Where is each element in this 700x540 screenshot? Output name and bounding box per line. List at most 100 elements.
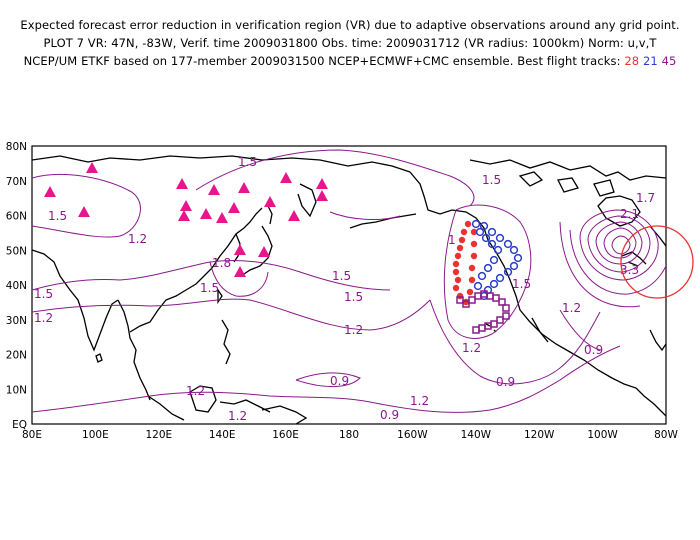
track-point	[462, 300, 470, 308]
track-point	[471, 219, 481, 229]
longitude-label: 140W	[461, 429, 492, 441]
track-point	[475, 227, 485, 237]
track-point	[468, 296, 476, 304]
hudson-bay-coast	[597, 195, 641, 227]
track-point	[468, 264, 476, 272]
track-point	[481, 233, 491, 243]
contour-label: 0.9	[584, 343, 603, 357]
track-point	[492, 294, 500, 302]
contour-label: 0.9	[330, 374, 349, 388]
track-point	[509, 245, 519, 255]
contour-label: 1.2	[128, 232, 147, 246]
flight-track-purple	[456, 290, 510, 334]
track-point	[460, 228, 468, 236]
track-point	[470, 252, 478, 260]
track-point	[466, 288, 474, 296]
track-point	[489, 255, 499, 265]
track-point	[472, 326, 480, 334]
track-point	[493, 245, 503, 255]
track-point	[470, 228, 478, 236]
track-point	[477, 271, 487, 281]
contour-1.5-pacific	[443, 204, 532, 339]
track-point	[495, 273, 505, 283]
contour-label: 1	[448, 233, 456, 247]
arctic-islands	[518, 171, 615, 197]
contour-label: 0.9	[496, 375, 515, 389]
track-point	[468, 276, 476, 284]
target-triangle	[208, 184, 220, 195]
indonesia-coast	[147, 385, 271, 421]
target-triangle	[86, 162, 98, 173]
latitude-label: 60N	[6, 211, 27, 223]
target-triangle	[316, 190, 328, 201]
contour-label: 1.2	[562, 301, 581, 315]
track-label-blue: 21	[642, 54, 658, 68]
track-point	[462, 298, 470, 306]
latitude-label: EQ	[12, 419, 27, 431]
contour-label: 1.2	[186, 384, 205, 398]
target-triangle	[316, 178, 328, 189]
contour-value-labels: 1.5 1.5 1.5 1.5 1.2 1.8 1.5 1.5 1.2 1.2 …	[34, 155, 655, 423]
sri-lanka-coast	[95, 353, 103, 363]
contour-ring-1	[579, 209, 659, 281]
contour-ring-4	[603, 227, 637, 259]
contour-label: 0.9	[380, 408, 399, 422]
track-point	[487, 227, 497, 237]
latitude-label: 80N	[6, 141, 27, 153]
contour-lines	[32, 149, 666, 413]
kamchatka-coast	[297, 183, 317, 218]
longitude-label: 80E	[22, 429, 42, 441]
track-point	[464, 220, 472, 228]
track-point	[513, 253, 523, 263]
contour-label: 1.5	[34, 287, 53, 301]
latitude-label: 10N	[6, 384, 27, 396]
latitude-label: 70N	[6, 176, 27, 188]
contour-label: 1.7	[636, 191, 655, 205]
track-label-purple: 45	[661, 54, 677, 68]
latitude-label: 40N	[6, 280, 27, 292]
contour-0.9-east	[559, 309, 601, 351]
track-point	[503, 267, 513, 277]
contour-label: 1.2	[228, 409, 247, 423]
latitude-label: 20N	[6, 350, 27, 362]
longitude-label: 120E	[145, 429, 172, 441]
track-point	[473, 281, 483, 291]
contour-label: 1.2	[462, 341, 481, 355]
baja-coast	[531, 317, 549, 343]
target-triangle	[180, 200, 192, 211]
target-triangles	[44, 162, 328, 277]
target-triangle	[288, 210, 300, 221]
target-triangle	[228, 202, 240, 213]
target-triangle	[234, 244, 246, 255]
contour-label: 1.5	[344, 290, 363, 304]
longitude-label: 100W	[587, 429, 618, 441]
contour-label: 1.8	[212, 256, 231, 270]
contour-1.5-west	[32, 173, 141, 238]
new-guinea-coast	[261, 405, 308, 424]
track-point	[509, 261, 519, 271]
arctic-coast	[32, 155, 411, 173]
flight-track-blue	[471, 219, 523, 301]
contour-ring-2	[587, 215, 651, 273]
target-triangle	[234, 266, 246, 277]
track-point	[452, 284, 460, 292]
target-triangle	[264, 196, 276, 207]
header-ensemble-info: NCEP/UM ETKF based on 177-member 2009031…	[0, 54, 700, 68]
track-point	[454, 276, 462, 284]
florida-coast	[649, 329, 666, 352]
target-triangle	[178, 210, 190, 221]
track-point	[483, 263, 493, 273]
track-point	[498, 298, 506, 306]
target-triangle	[280, 172, 292, 183]
sakhalin-coast	[267, 205, 273, 225]
longitude-labels: 80E 100E 120E 140E 160E 180 160W 140W 120W 100W 80…	[22, 429, 678, 441]
contour-1.2-aleut	[329, 211, 401, 220]
contour-label: 1.5	[332, 269, 351, 283]
track-label-red: 28	[624, 54, 640, 68]
latitude-labels: EQ 10N 20N 30N 40N 50N 60N 70N 80N	[6, 141, 27, 431]
track-point	[456, 296, 464, 304]
central-america-coast	[635, 387, 666, 417]
contour-label: 1.2	[410, 394, 429, 408]
longitude-label: 120W	[524, 429, 555, 441]
